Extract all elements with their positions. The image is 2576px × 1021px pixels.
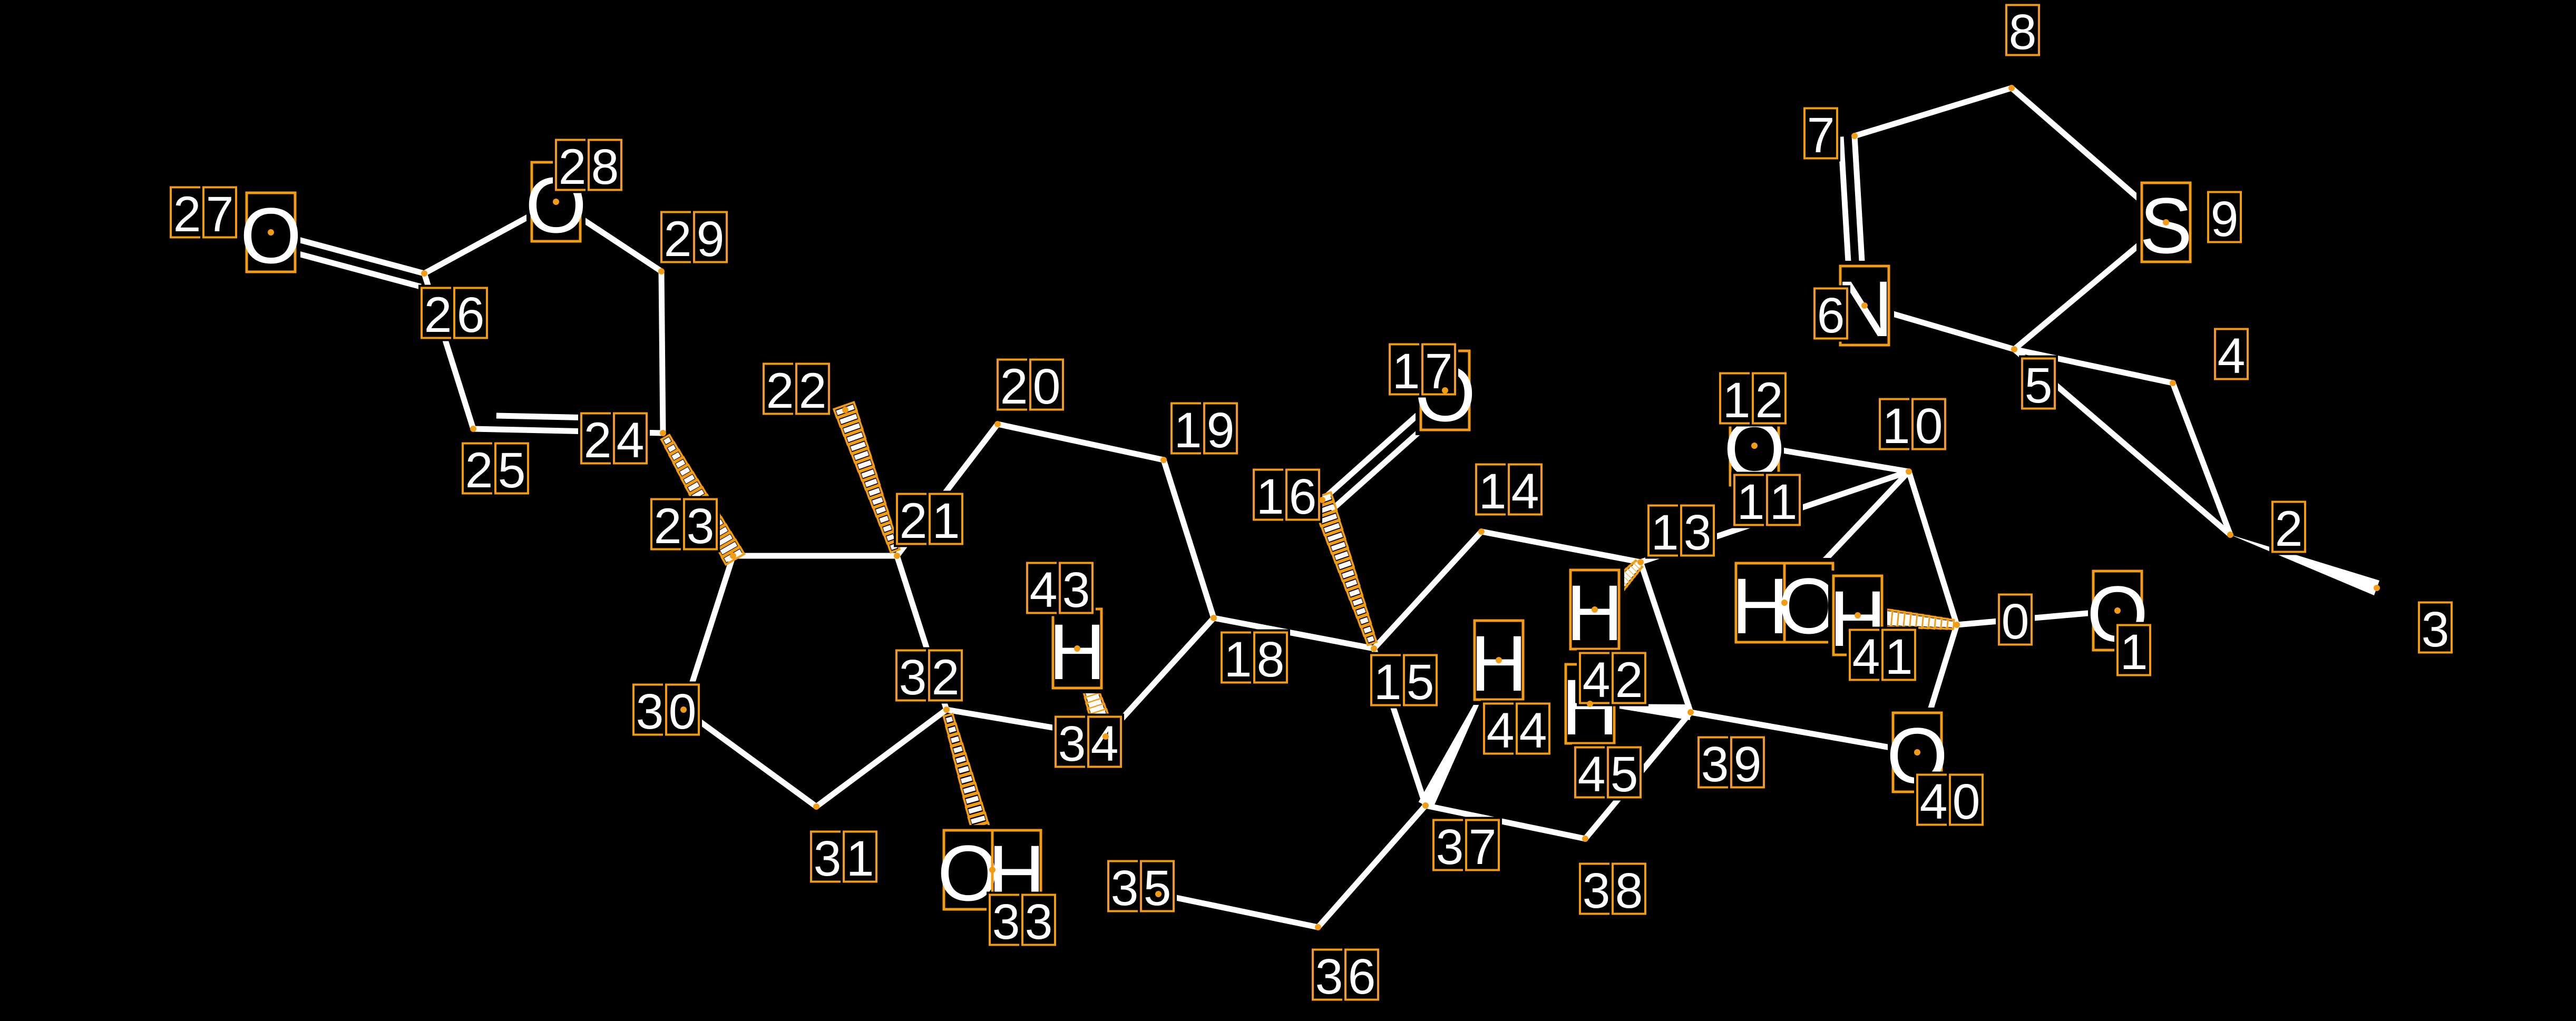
svg-text:2: 2	[799, 363, 827, 419]
svg-text:1: 1	[846, 831, 874, 887]
svg-text:7: 7	[1425, 343, 1453, 399]
svg-text:1: 1	[1224, 632, 1252, 688]
svg-text:1: 1	[1882, 398, 1910, 454]
svg-text:2: 2	[465, 443, 493, 498]
svg-text:4: 4	[1519, 703, 1547, 759]
svg-text:5: 5	[2025, 358, 2053, 414]
svg-text:2: 2	[173, 186, 201, 242]
svg-text:2: 2	[654, 498, 682, 554]
svg-text:9: 9	[1207, 402, 1235, 458]
svg-text:1: 1	[1374, 654, 1402, 710]
svg-text:2: 2	[424, 287, 452, 343]
svg-text:1: 1	[1174, 402, 1202, 458]
svg-text:2: 2	[664, 211, 692, 267]
svg-text:3: 3	[687, 498, 715, 554]
svg-text:3: 3	[1436, 819, 1464, 875]
svg-text:1: 1	[1723, 372, 1751, 428]
svg-text:1: 1	[1651, 505, 1679, 561]
svg-text:8: 8	[2009, 4, 2037, 60]
svg-text:0: 0	[1953, 774, 1980, 830]
svg-text:4: 4	[1511, 464, 1539, 519]
svg-text:8: 8	[591, 139, 619, 195]
svg-text:4: 4	[1487, 703, 1515, 759]
svg-text:6: 6	[457, 287, 485, 343]
svg-text:3: 3	[899, 650, 927, 705]
svg-text:7: 7	[1807, 107, 1835, 163]
svg-text:3: 3	[1315, 949, 1343, 1005]
svg-text:3: 3	[1111, 860, 1139, 916]
svg-text:2: 2	[2275, 501, 2303, 557]
svg-text:4: 4	[1920, 774, 1948, 830]
svg-text:5: 5	[1611, 747, 1638, 802]
svg-text:6: 6	[1289, 469, 1317, 525]
svg-text:3: 3	[1684, 505, 1712, 561]
svg-text:8: 8	[1615, 863, 1643, 919]
svg-text:0: 0	[1915, 398, 1943, 454]
svg-text:3: 3	[1583, 863, 1611, 919]
svg-text:2: 2	[1000, 359, 1028, 415]
svg-text:3: 3	[1058, 716, 1086, 772]
svg-text:7: 7	[206, 186, 234, 242]
svg-text:3: 3	[814, 831, 842, 887]
svg-text:1: 1	[1479, 464, 1507, 519]
svg-text:3: 3	[992, 894, 1020, 950]
svg-text:1: 1	[1737, 474, 1765, 530]
svg-text:4: 4	[1852, 629, 1880, 685]
svg-text:4: 4	[1583, 652, 1611, 708]
svg-text:4: 4	[1030, 562, 1058, 618]
svg-text:8: 8	[1257, 632, 1285, 688]
svg-text:9: 9	[1734, 737, 1762, 792]
svg-text:2: 2	[900, 493, 928, 549]
svg-text:2: 2	[932, 650, 960, 705]
svg-text:2: 2	[1755, 372, 1783, 428]
svg-text:5: 5	[498, 443, 526, 498]
svg-text:5: 5	[1407, 654, 1435, 710]
svg-text:1: 1	[1392, 343, 1420, 399]
svg-text:4: 4	[2218, 328, 2246, 384]
svg-text:1: 1	[1770, 474, 1798, 530]
svg-text:2: 2	[584, 413, 612, 468]
svg-text:4: 4	[617, 413, 645, 468]
svg-text:7: 7	[1469, 819, 1497, 875]
svg-text:1: 1	[932, 493, 960, 549]
svg-text:0: 0	[1033, 359, 1061, 415]
svg-text:5: 5	[1144, 860, 1172, 916]
svg-text:6: 6	[1348, 949, 1376, 1005]
svg-text:1: 1	[2120, 624, 2148, 680]
svg-text:3: 3	[1062, 562, 1090, 618]
svg-text:2: 2	[766, 363, 794, 419]
svg-text:9: 9	[697, 211, 725, 267]
svg-text:6: 6	[1817, 288, 1845, 343]
svg-text:3: 3	[1025, 894, 1053, 950]
svg-text:2: 2	[559, 139, 587, 195]
svg-text:1: 1	[1885, 629, 1913, 685]
svg-text:1: 1	[1256, 469, 1284, 525]
svg-text:2: 2	[1615, 652, 1643, 708]
svg-text:3: 3	[2422, 602, 2450, 657]
svg-text:9: 9	[2211, 191, 2239, 247]
svg-text:3: 3	[636, 684, 664, 740]
svg-text:3: 3	[1701, 737, 1729, 792]
svg-text:4: 4	[1091, 716, 1119, 772]
svg-text:4: 4	[1578, 747, 1606, 802]
svg-text:0: 0	[2002, 594, 2029, 650]
